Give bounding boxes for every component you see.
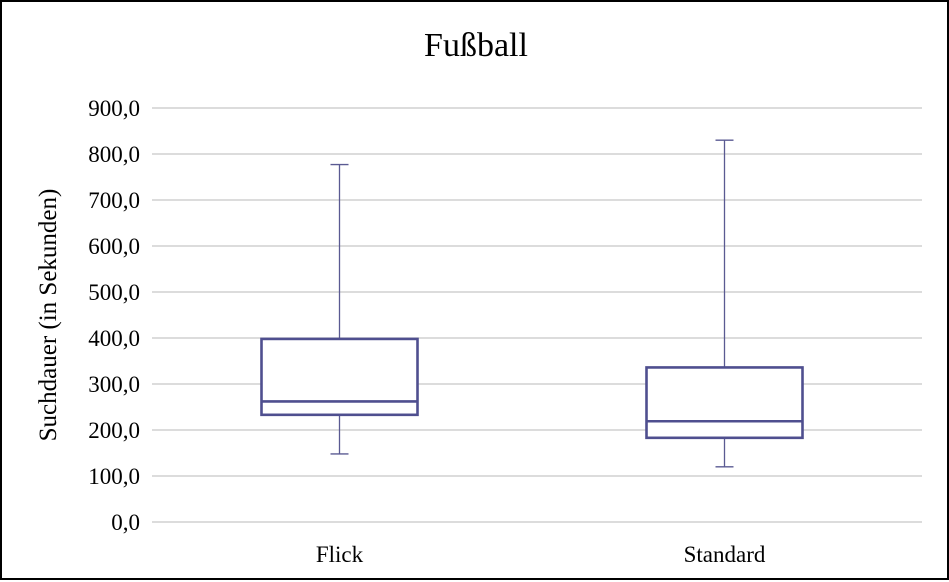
y-axis-label: Suchdauer (in Sekunden) — [35, 189, 62, 442]
y-tick-label: 0,0 — [111, 510, 140, 535]
x-category-label: Standard — [684, 542, 766, 567]
box-flick — [260, 163, 419, 455]
y-tick-label: 700,0 — [88, 188, 140, 213]
iqr-box — [645, 366, 804, 440]
x-category-label: Flick — [316, 542, 364, 567]
y-tick-label: 600,0 — [88, 234, 140, 259]
y-tick-label: 900,0 — [88, 96, 140, 121]
y-tick-label: 500,0 — [88, 280, 140, 305]
y-tick-label: 300,0 — [88, 372, 140, 397]
x-category-labels: Flick Standard — [316, 542, 766, 567]
y-tick-labels: 0,0 100,0 200,0 300,0 400,0 500,0 600,0 700,0 80… — [88, 96, 140, 535]
chart-title: Fußball — [424, 27, 528, 64]
y-tick-label: 200,0 — [88, 418, 140, 443]
boxes — [260, 139, 804, 468]
y-tick-label: 400,0 — [88, 326, 140, 351]
y-tick-label: 800,0 — [88, 142, 140, 167]
box-standard — [645, 139, 804, 468]
gridlines — [152, 107, 922, 523]
iqr-box — [260, 337, 419, 417]
y-tick-label: 100,0 — [88, 464, 140, 489]
